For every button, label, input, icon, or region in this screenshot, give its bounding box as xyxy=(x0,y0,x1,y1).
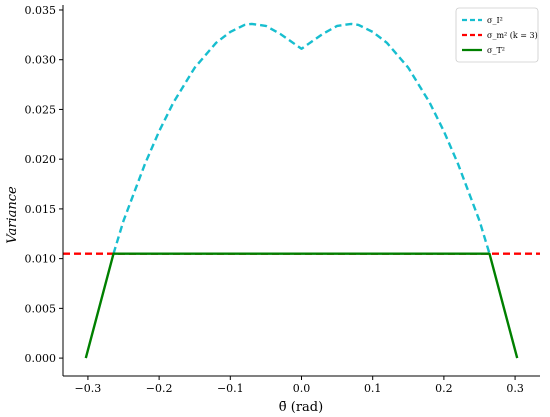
legend-label-sigma-t: σ_T² xyxy=(487,46,505,55)
series-line-0 xyxy=(112,22,491,255)
legend: σ_I² σ_m² (k = 3) σ_T² xyxy=(455,7,539,63)
y-axis-label: Variance xyxy=(5,186,20,244)
y-tick-label: 0.015 xyxy=(25,203,57,216)
x-tick-label: 0.0 xyxy=(293,382,311,395)
legend-label-sigma-i: σ_I² xyxy=(487,16,503,25)
x-tick-label: −0.1 xyxy=(217,382,244,395)
series-line-2 xyxy=(84,252,519,359)
y-tick-label: 0.035 xyxy=(25,4,57,17)
x-tick-label: 0.3 xyxy=(506,382,524,395)
y-tick-label: 0.030 xyxy=(25,54,57,67)
x-tick-label: −0.3 xyxy=(75,382,102,395)
y-tick-label: 0.000 xyxy=(25,352,57,365)
x-tick-label: 0.1 xyxy=(364,382,382,395)
y-tick-label: 0.020 xyxy=(25,153,57,166)
x-tick-label: 0.2 xyxy=(435,382,453,395)
ticks-layer: −0.3 −0.2 −0.1 0.0 0.1 0.2 0.3 0.000 0.005 0.010 0… xyxy=(25,4,524,395)
y-tick-label: 0.025 xyxy=(25,103,57,116)
y-tick-label: 0.005 xyxy=(25,302,57,315)
series-layer xyxy=(63,22,540,359)
y-tick-label: 0.010 xyxy=(25,253,57,266)
legend-label-sigma-m: σ_m² (k = 3) xyxy=(487,31,538,40)
x-axis-label: θ̄ (rad) xyxy=(279,400,323,415)
legend-frame xyxy=(455,7,539,63)
x-tick-label: −0.2 xyxy=(146,382,173,395)
